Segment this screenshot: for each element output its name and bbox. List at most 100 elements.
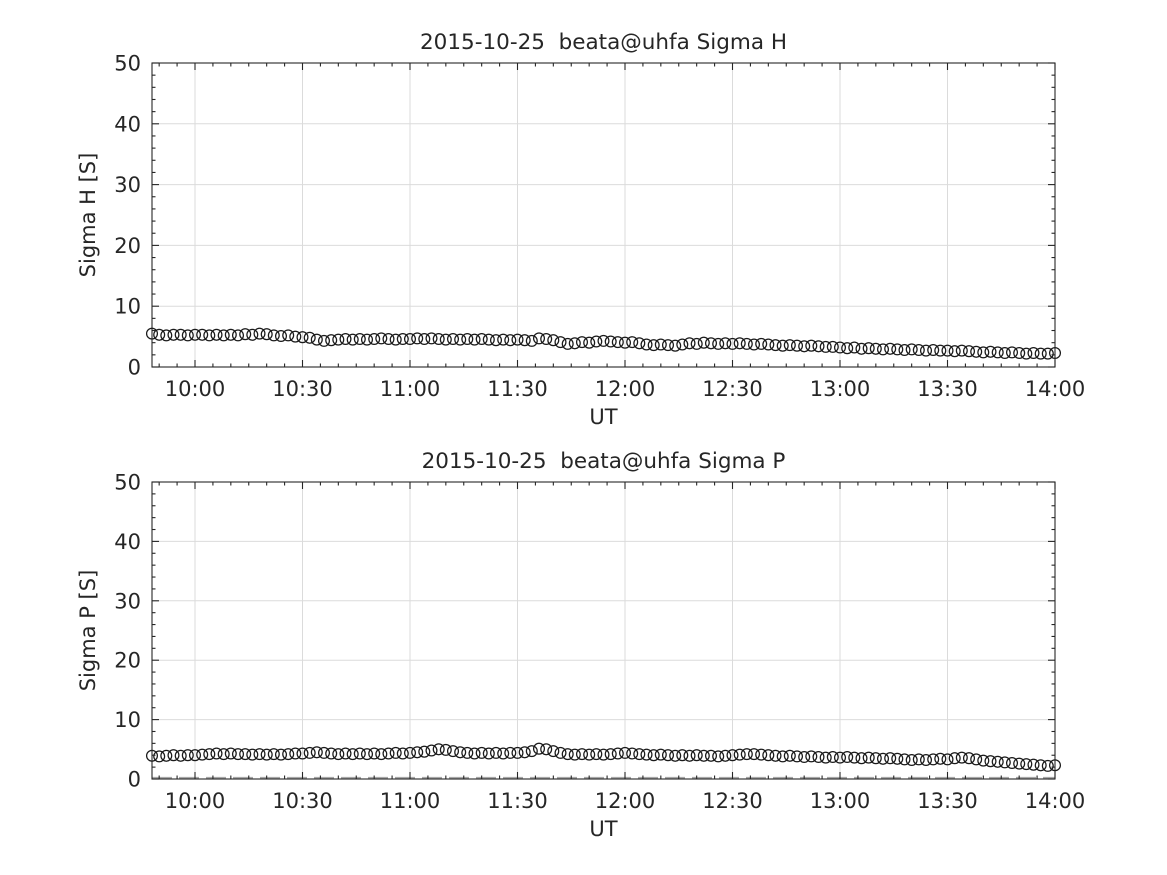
data-point [210, 328, 223, 341]
x-tick-label: 14:00 [1025, 789, 1086, 813]
data-point [690, 337, 703, 350]
data-point [231, 329, 245, 342]
data-point [812, 340, 825, 353]
data-point [712, 337, 725, 350]
data-point [296, 331, 309, 344]
data-point [532, 742, 546, 755]
data-point [188, 749, 202, 762]
data-point [303, 746, 316, 759]
data-point [346, 748, 359, 761]
x-tick-label: 10:00 [165, 789, 226, 813]
data-point [898, 343, 911, 357]
data-point [798, 340, 811, 353]
data-point [669, 339, 682, 352]
x-tick-label: 13:00 [810, 789, 871, 813]
data-point [253, 748, 266, 761]
data-point [382, 332, 395, 346]
data-point [224, 747, 237, 760]
data-point [912, 343, 925, 357]
x-tick-label: 13:30 [917, 377, 978, 401]
data-point [418, 745, 431, 758]
data-point [489, 334, 503, 347]
data-point [855, 342, 868, 355]
data-point [769, 339, 782, 352]
data-point [812, 750, 825, 764]
data-point [848, 751, 861, 764]
data-point [1013, 346, 1026, 360]
data-point [962, 752, 976, 765]
y-tick-label: 0 [128, 356, 141, 380]
data-point [669, 749, 682, 762]
data-point [325, 334, 338, 347]
gridlines [152, 62, 1056, 368]
data-point [411, 332, 424, 345]
data-point [482, 747, 495, 760]
data-point [984, 345, 997, 358]
data-point [432, 332, 445, 346]
data-point [497, 333, 510, 346]
data-point [1013, 757, 1026, 770]
data-point [977, 754, 990, 767]
data-point [1005, 756, 1019, 770]
y-tick-label: 10 [114, 708, 141, 732]
data-point [841, 342, 854, 355]
data-point [1041, 347, 1054, 360]
data-point [461, 332, 474, 346]
data-point [783, 339, 796, 352]
data-point [1034, 347, 1047, 360]
data-point [525, 334, 538, 347]
data-point [762, 338, 775, 351]
data-point [704, 749, 718, 762]
data-point [360, 333, 374, 346]
data-point [389, 746, 402, 759]
data-point [590, 748, 603, 761]
y-tick-label: 0 [128, 768, 141, 792]
x-axis-label: UT [589, 817, 617, 841]
data-point [554, 746, 567, 759]
data-point [654, 338, 667, 351]
data-point [934, 752, 947, 765]
data-point [396, 332, 409, 346]
data-point [554, 336, 567, 349]
data-point [332, 333, 345, 346]
data-point [461, 746, 474, 759]
x-tick-label: 12:00 [595, 377, 656, 401]
data-point [411, 746, 424, 759]
data-point [927, 753, 940, 766]
axes-box [151, 62, 1056, 368]
data-point [468, 333, 481, 346]
data-point [267, 329, 280, 342]
data-point [325, 747, 338, 760]
data-point [876, 343, 890, 356]
x-tick-label: 12:30 [702, 377, 763, 401]
data-point [697, 336, 710, 349]
data-point [597, 334, 610, 347]
y-tick-label: 40 [114, 112, 141, 136]
data-point [525, 745, 538, 758]
y-tick-labels: 0 10 20 30 40 50 [114, 471, 141, 792]
data-point [618, 746, 632, 759]
data-point [196, 328, 209, 341]
data-point [375, 332, 388, 345]
data-point [196, 748, 209, 761]
data-point [339, 332, 352, 346]
data-point [805, 339, 818, 352]
data-point [611, 747, 624, 760]
data-point [676, 338, 689, 351]
data-point [891, 752, 904, 765]
data-point [289, 330, 302, 343]
data-point [382, 747, 395, 760]
data-point [439, 333, 452, 346]
x-tick-label: 12:00 [595, 789, 656, 813]
data-point [1041, 759, 1054, 772]
data-point [769, 749, 782, 762]
data-point [181, 329, 194, 342]
data-point [446, 332, 460, 346]
data-point [991, 346, 1004, 359]
data-point [454, 333, 467, 346]
y-axis-label: Sigma H [S] [76, 153, 100, 278]
plot-title: 2015-10-25 beata@uhfa Sigma P [422, 449, 786, 474]
data-point [876, 752, 890, 765]
axes-box [151, 481, 1056, 780]
